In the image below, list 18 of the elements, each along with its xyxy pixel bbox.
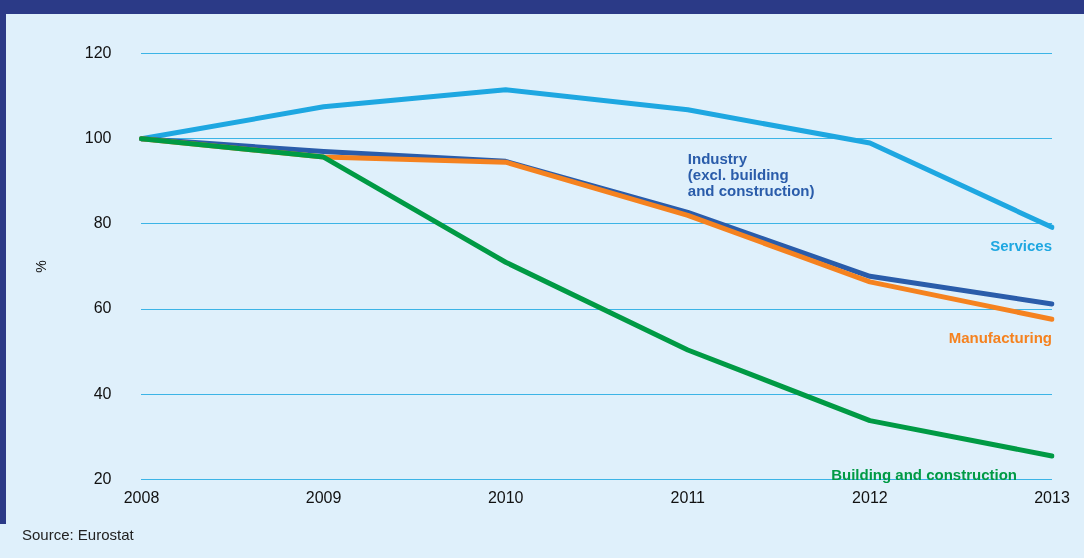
x-tick-label: 2013: [1034, 489, 1070, 507]
y-tick-label: 40: [93, 384, 112, 402]
y-tick-label: 120: [84, 44, 112, 62]
y-tick-label: 100: [84, 129, 112, 147]
series-label: Industry (excl. building and construction): [687, 150, 815, 200]
x-tick-label: 2011: [670, 489, 706, 507]
series-label: Building and construction: [831, 465, 1017, 483]
y-axis-title: %: [33, 260, 50, 273]
y-tick-label: 20: [93, 469, 112, 487]
x-tick-label: 2012: [852, 489, 888, 507]
series-label: Manufacturing: [948, 328, 1052, 346]
series-label: Services: [990, 236, 1052, 254]
x-tick-label: 2010: [487, 489, 524, 507]
x-tick-label: 2009: [305, 489, 342, 507]
y-tick-label: 60: [93, 299, 112, 317]
x-tick-label: 2008: [123, 489, 160, 507]
source-note: Source: Eurostat: [22, 526, 134, 543]
y-tick-label: 80: [93, 214, 112, 232]
